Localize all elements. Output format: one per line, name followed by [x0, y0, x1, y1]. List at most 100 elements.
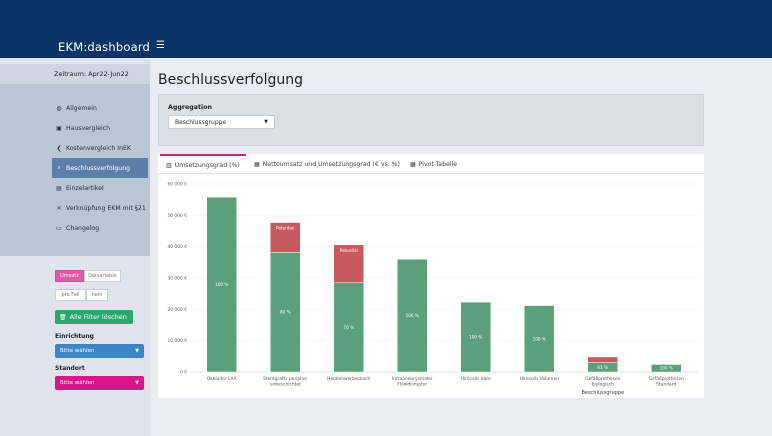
- bar-potential: [270, 222, 301, 253]
- x-tick-label: Standard: [656, 382, 676, 388]
- sidebar-item-label: Changelog: [66, 224, 100, 232]
- x-tick-label: Flowdisruptor: [397, 382, 427, 388]
- tab-pivot[interactable]: ▦ Pivot-Tabelle: [404, 154, 463, 174]
- beschluss-chart: 0 € 10 000 € 20 000 € 30 000 € 40 000 € 50 00…: [167, 182, 698, 396]
- sidebar-item-einzelartikel[interactable]: ▤ Einzelartikel: [0, 178, 150, 198]
- bar-data-label: Potential: [276, 226, 294, 231]
- hamburger-icon[interactable]: ☰: [156, 40, 165, 51]
- tab-label: Nettoumsatz und Umsetzungsgrad (€ vs. %): [262, 160, 400, 168]
- sidebar-item-allgemein[interactable]: ◍ Allgemein: [0, 98, 150, 118]
- bar-umgesetzt: [651, 364, 682, 373]
- bar-data-label: 100 %: [533, 336, 546, 341]
- x-tick-label: Hirncoils Volumen: [520, 376, 560, 382]
- x-tick-label: Intraaneurysmaler: [392, 376, 433, 382]
- bar-data-label: 70 %: [343, 325, 354, 330]
- aggregation-value: Beschlussgruppe: [175, 118, 227, 126]
- einrichtung-placeholder: Bitte wählen: [60, 348, 95, 354]
- x-tick-label: biologisch: [592, 382, 614, 388]
- trash-icon: 🗑: [59, 313, 67, 321]
- einrichtung-label: Einrichtung: [55, 333, 94, 340]
- bar-data-label: 80 %: [280, 310, 291, 315]
- aggregation-label: Aggregation: [168, 104, 212, 111]
- bar-umgesetzt: [460, 301, 491, 373]
- y-tick-label: 10 000 €: [167, 338, 187, 344]
- bar-umgesetzt: [397, 258, 428, 373]
- einrichtung-select[interactable]: Bitte wählen ▼: [55, 344, 144, 358]
- bar-data-label: 100 %: [660, 366, 673, 371]
- caret-down-icon: ▼: [135, 380, 139, 386]
- y-tick-label: 30 000 €: [167, 276, 187, 282]
- sidebar-item-label: Allgemein: [66, 104, 97, 112]
- bar-umgesetzt: [206, 196, 237, 373]
- x-tick-label: Stentgrafts peripher: [263, 376, 308, 382]
- y-tick-label: 0 €: [180, 370, 187, 376]
- bar-umgesetzt: [333, 282, 364, 373]
- y-tick-label: 60 000 €: [167, 182, 187, 188]
- bar-data-label: 100 %: [215, 282, 228, 287]
- top-bar: EKM:dashboard ☰: [0, 0, 772, 58]
- standort-select[interactable]: Bitte wählen ▼: [55, 376, 144, 390]
- main-content: Beschlussverfolgung Aggregation Beschlus…: [150, 58, 772, 436]
- sidebar-item-label: Einzelartikel: [66, 184, 104, 192]
- reset-filter-button[interactable]: 🗑 Alle Filter löschen: [55, 310, 133, 324]
- bar-potential: [333, 244, 364, 283]
- sidebar-item-label: Beschlussverfolgung: [66, 164, 131, 172]
- toggle-pro-fall[interactable]: pro Fall: [55, 289, 86, 301]
- bar-data-label: 61 %: [597, 365, 608, 370]
- x-tick-label: Herzlenwerbeckach: [327, 376, 370, 382]
- search-icon: ⌕: [57, 164, 61, 171]
- bar-data-label: 100 %: [406, 313, 419, 318]
- x-tick-label: Gefäßprothesen: [649, 376, 684, 382]
- sidebar-item-hausvergleich[interactable]: ▣ Hausvergleich: [0, 118, 150, 138]
- sidebar-item-kostenvergleich[interactable]: ❮ Kostenvergleich InEK: [0, 138, 150, 158]
- toggle-delvariable[interactable]: Delvariable: [84, 270, 121, 282]
- bar-umgesetzt: [524, 305, 555, 373]
- y-tick-label: 50 000 €: [167, 213, 187, 219]
- bar-data-label: 100 %: [469, 335, 482, 340]
- building-icon: ▣: [56, 124, 62, 132]
- tab-label: Umsetzungsgrad (%): [174, 161, 240, 169]
- caret-down-icon: ▼: [264, 119, 268, 125]
- reset-filter-label: Alle Filter löschen: [69, 313, 127, 321]
- bar-chart-icon: ▦: [254, 160, 260, 168]
- sidebar-item-label: Verknüpfung EKM mit §21: [66, 204, 146, 212]
- x-axis-label: Beschlussgruppe: [581, 390, 624, 396]
- aggregation-panel: Aggregation Beschlussgruppe ▼: [158, 94, 704, 146]
- calendar-icon: ▭: [56, 224, 62, 232]
- toggle-umsatz[interactable]: Umsatz: [55, 270, 84, 282]
- bar-data-label: Potential: [340, 248, 358, 253]
- sidebar-item-verknuepfung[interactable]: ✕ Verknüpfung EKM mit §21: [0, 198, 150, 218]
- tab-label: Pivot-Tabelle: [418, 160, 458, 168]
- link-icon: ✕: [56, 204, 62, 212]
- x-tick-label: Okkluder LAA: [207, 376, 237, 382]
- app-brand[interactable]: EKM:dashboard: [58, 40, 151, 54]
- tab-umsetzungsgrad[interactable]: ▥ Umsetzungsgrad (%): [160, 154, 246, 174]
- sidebar: Zeitraum: Apr22-Jun22 ◍ Allgemein ▣ Haus…: [0, 58, 150, 436]
- chevron-left-icon: ❮: [56, 144, 62, 152]
- list-icon: ▤: [56, 184, 62, 192]
- chart-icon: ▥: [166, 161, 172, 169]
- bar-umgesetzt: [270, 252, 301, 373]
- sidebar-item-label: Kostenvergleich InEK: [66, 144, 131, 152]
- x-tick-label: Hirncoils bare: [461, 376, 491, 382]
- tab-bar: ▥ Umsetzungsgrad (%) ▦ Nettoumsatz und U…: [158, 154, 704, 174]
- table-icon: ▦: [410, 160, 416, 168]
- aggregation-select[interactable]: Beschlussgruppe ▼: [168, 115, 275, 129]
- chart-card: ▥ Umsetzungsgrad (%) ▦ Nettoumsatz und U…: [158, 154, 704, 398]
- standort-label: Standort: [55, 365, 85, 372]
- tab-nettoumsatz[interactable]: ▦ Nettoumsatz und Umsetzungsgrad (€ vs. …: [248, 154, 406, 174]
- x-tick-label: Gefäßprothesen: [585, 376, 620, 382]
- toggle-nein[interactable]: nein: [86, 289, 108, 301]
- dashboard-icon: ◍: [56, 104, 62, 112]
- y-tick-label: 20 000 €: [167, 307, 187, 313]
- zeitraum-label: Zeitraum: Apr22-Jun22: [0, 64, 150, 84]
- sidebar-nav: ◍ Allgemein ▣ Hausvergleich ❮ Kostenverg…: [0, 84, 150, 256]
- sidebar-item-changelog[interactable]: ▭ Changelog: [0, 218, 150, 238]
- page-title: Beschlussverfolgung: [158, 72, 303, 88]
- caret-down-icon: ▼: [135, 348, 139, 354]
- standort-placeholder: Bitte wählen: [60, 380, 95, 386]
- sidebar-item-beschlussverfolgung[interactable]: ⌕ Beschlussverfolgung: [52, 158, 148, 178]
- bar-potential: [587, 356, 618, 363]
- sidebar-item-label: Hausvergleich: [66, 124, 110, 132]
- y-tick-label: 40 000 €: [167, 244, 187, 250]
